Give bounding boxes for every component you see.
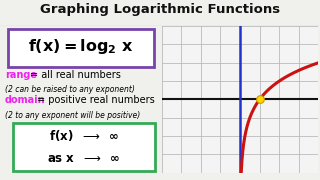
Text: domain: domain <box>5 95 45 105</box>
Text: (2 can be raised to any exponent): (2 can be raised to any exponent) <box>5 85 135 94</box>
FancyBboxPatch shape <box>8 29 154 67</box>
Text: Graphing Logarithmic Functions: Graphing Logarithmic Functions <box>40 3 280 16</box>
Text: = positive real numbers: = positive real numbers <box>36 95 154 105</box>
Text: = all real numbers: = all real numbers <box>30 70 121 80</box>
Text: $\mathbf{f(x) = log_2\ x}$: $\mathbf{f(x) = log_2\ x}$ <box>28 37 133 56</box>
Text: range: range <box>5 70 37 80</box>
FancyBboxPatch shape <box>12 123 156 171</box>
Text: $\mathbf{f(x)}$  $\longrightarrow$  $\mathbf{\infty}$: $\mathbf{f(x)}$ $\longrightarrow$ $\math… <box>49 128 119 143</box>
Text: (2 to any exponent will be positive): (2 to any exponent will be positive) <box>5 111 140 120</box>
Text: $\mathbf{as\ x}$  $\longrightarrow$  $\mathbf{\infty}$: $\mathbf{as\ x}$ $\longrightarrow$ $\mat… <box>47 152 121 165</box>
